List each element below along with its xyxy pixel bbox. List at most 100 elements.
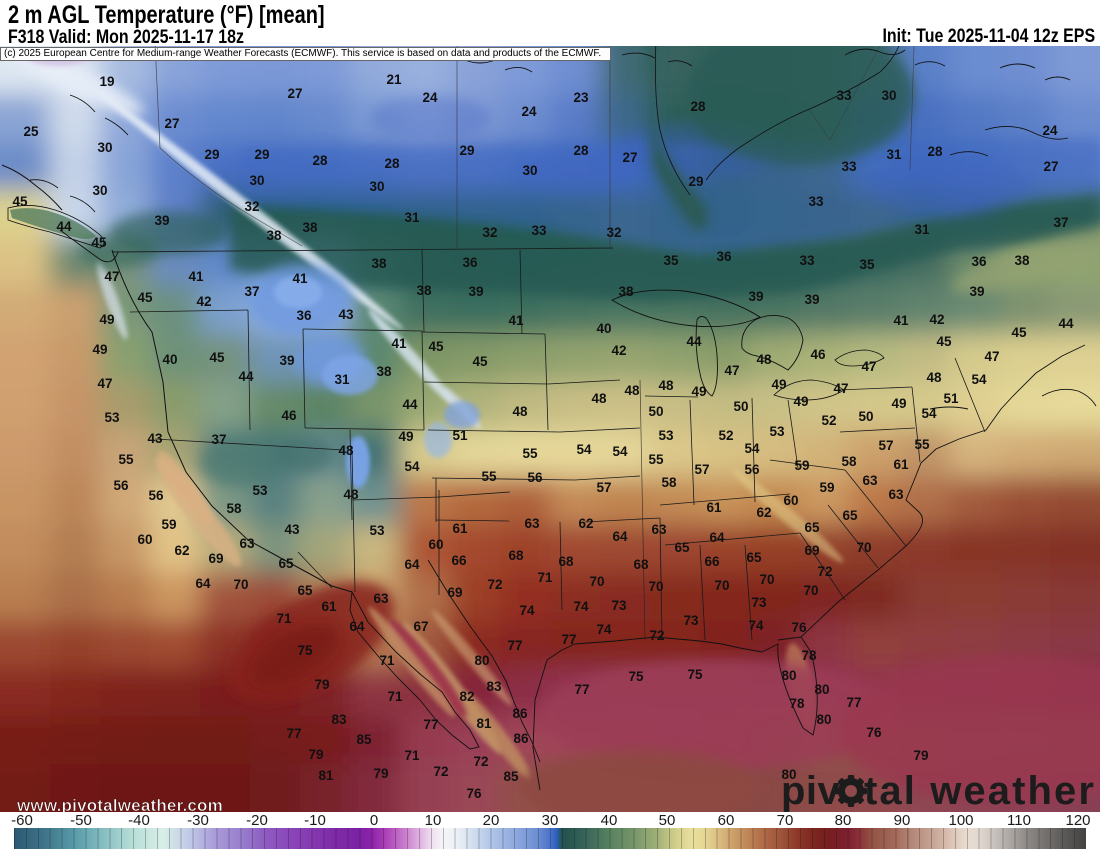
- svg-text:49: 49: [691, 384, 706, 399]
- svg-text:44: 44: [686, 334, 702, 349]
- svg-text:38: 38: [302, 220, 318, 235]
- svg-text:58: 58: [661, 475, 677, 490]
- svg-text:49: 49: [92, 342, 107, 357]
- svg-text:77: 77: [507, 638, 522, 653]
- svg-text:33: 33: [836, 88, 852, 103]
- svg-text:55: 55: [648, 452, 664, 467]
- svg-text:64: 64: [612, 529, 628, 544]
- svg-text:60: 60: [137, 532, 152, 547]
- svg-text:66: 66: [704, 554, 720, 569]
- svg-text:30: 30: [92, 183, 107, 198]
- svg-text:79: 79: [308, 747, 323, 762]
- svg-text:30: 30: [522, 163, 537, 178]
- svg-text:75: 75: [628, 669, 644, 684]
- svg-text:57: 57: [878, 438, 893, 453]
- svg-text:54: 54: [971, 372, 987, 387]
- svg-text:80: 80: [816, 712, 831, 727]
- svg-text:47: 47: [724, 363, 739, 378]
- svg-text:28: 28: [690, 99, 706, 114]
- svg-text:64: 64: [349, 619, 365, 634]
- svg-text:70: 70: [714, 578, 729, 593]
- svg-text:45: 45: [91, 235, 107, 250]
- svg-text:71: 71: [537, 570, 553, 585]
- svg-text:64: 64: [709, 530, 725, 545]
- svg-text:31: 31: [334, 372, 350, 387]
- svg-text:69: 69: [208, 551, 223, 566]
- svg-text:29: 29: [688, 174, 703, 189]
- svg-text:54: 54: [404, 459, 420, 474]
- svg-text:45: 45: [12, 194, 28, 209]
- svg-text:48: 48: [343, 487, 359, 502]
- svg-text:75: 75: [297, 643, 313, 658]
- svg-text:45: 45: [1011, 325, 1027, 340]
- svg-text:55: 55: [914, 437, 930, 452]
- svg-text:44: 44: [56, 219, 72, 234]
- svg-text:77: 77: [846, 695, 861, 710]
- svg-text:38: 38: [618, 284, 634, 299]
- svg-text:64: 64: [195, 576, 211, 591]
- svg-text:52: 52: [718, 428, 733, 443]
- svg-text:55: 55: [522, 446, 538, 461]
- svg-text:35: 35: [859, 257, 875, 272]
- svg-text:80: 80: [781, 767, 796, 782]
- svg-text:33: 33: [841, 159, 857, 174]
- svg-text:49: 49: [398, 429, 413, 444]
- svg-text:42: 42: [611, 343, 626, 358]
- svg-text:72: 72: [473, 754, 488, 769]
- svg-text:63: 63: [888, 487, 904, 502]
- svg-text:60: 60: [428, 537, 443, 552]
- svg-text:62: 62: [174, 543, 189, 558]
- svg-text:37: 37: [1053, 215, 1068, 230]
- svg-text:24: 24: [1042, 123, 1058, 138]
- svg-text:63: 63: [524, 516, 540, 531]
- svg-text:48: 48: [926, 370, 942, 385]
- svg-text:67: 67: [413, 619, 428, 634]
- svg-text:69: 69: [804, 543, 819, 558]
- svg-text:65: 65: [746, 550, 762, 565]
- svg-text:44: 44: [402, 397, 418, 412]
- svg-text:32: 32: [482, 225, 497, 240]
- svg-text:42: 42: [196, 294, 211, 309]
- svg-text:56: 56: [148, 488, 164, 503]
- svg-text:31: 31: [914, 222, 930, 237]
- svg-text:37: 37: [244, 284, 259, 299]
- svg-text:63: 63: [239, 536, 255, 551]
- svg-text:74: 74: [519, 603, 535, 618]
- svg-text:82: 82: [459, 689, 474, 704]
- svg-text:62: 62: [578, 516, 593, 531]
- svg-text:58: 58: [226, 501, 242, 516]
- svg-text:77: 77: [561, 632, 576, 647]
- svg-text:80: 80: [781, 668, 796, 683]
- svg-text:50: 50: [648, 404, 663, 419]
- svg-text:53: 53: [252, 483, 268, 498]
- svg-text:36: 36: [716, 249, 732, 264]
- svg-text:50: 50: [733, 399, 748, 414]
- svg-text:www.pivotalweather.com: www.pivotalweather.com: [16, 796, 223, 812]
- svg-text:41: 41: [893, 313, 909, 328]
- svg-text:70: 70: [759, 572, 774, 587]
- svg-text:52: 52: [821, 413, 836, 428]
- svg-text:27: 27: [622, 150, 637, 165]
- svg-text:63: 63: [651, 522, 667, 537]
- svg-text:38: 38: [266, 228, 282, 243]
- svg-text:76: 76: [791, 620, 807, 635]
- svg-text:79: 79: [314, 677, 329, 692]
- svg-text:80: 80: [474, 653, 489, 668]
- svg-text:59: 59: [819, 480, 834, 495]
- svg-text:28: 28: [573, 143, 589, 158]
- svg-text:47: 47: [104, 269, 119, 284]
- svg-text:27: 27: [287, 86, 302, 101]
- svg-text:81: 81: [476, 716, 492, 731]
- svg-text:30: 30: [369, 179, 384, 194]
- svg-text:28: 28: [927, 144, 943, 159]
- svg-text:38: 38: [371, 256, 387, 271]
- svg-text:38: 38: [376, 364, 392, 379]
- svg-text:79: 79: [373, 766, 388, 781]
- svg-text:33: 33: [808, 194, 824, 209]
- svg-text:29: 29: [459, 143, 474, 158]
- svg-text:55: 55: [118, 452, 134, 467]
- svg-text:48: 48: [338, 443, 354, 458]
- svg-text:19: 19: [99, 74, 114, 89]
- svg-text:61: 61: [893, 457, 909, 472]
- svg-text:28: 28: [312, 153, 328, 168]
